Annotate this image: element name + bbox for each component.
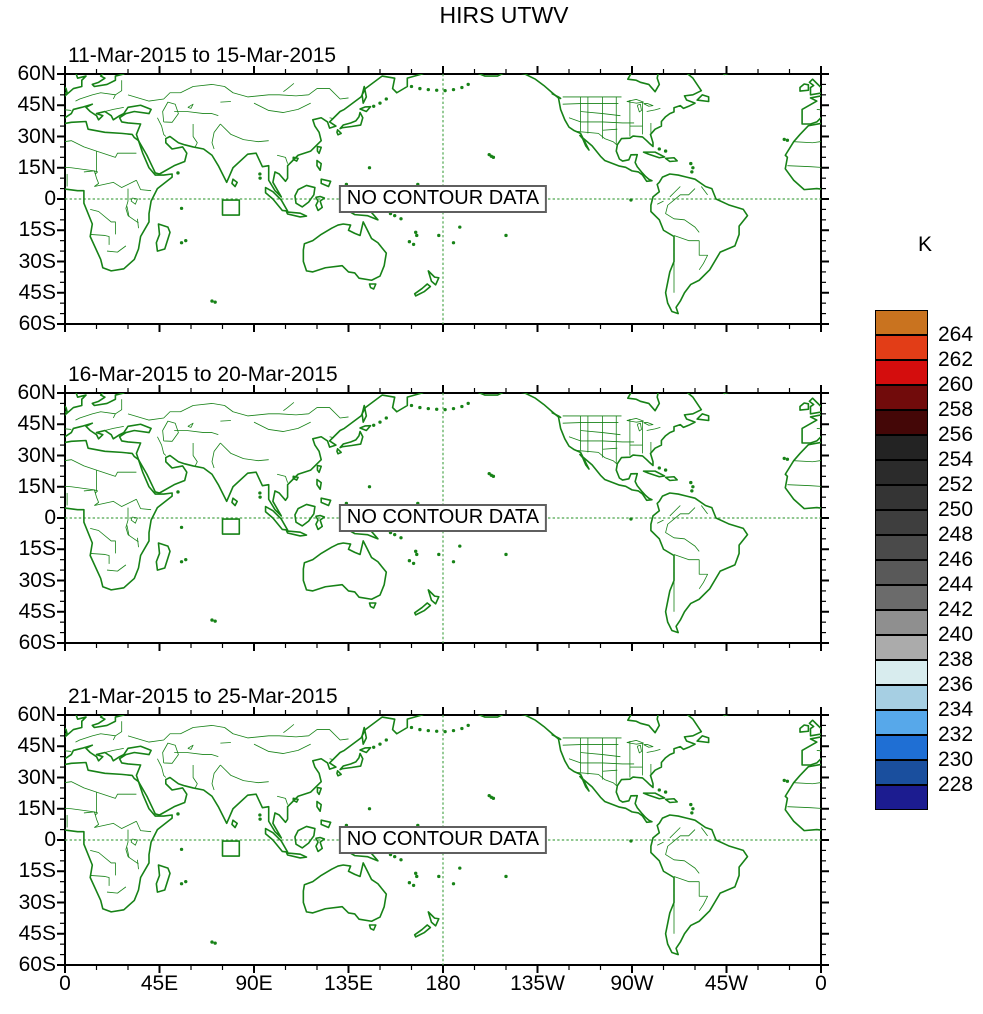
colorbar-tick-label: 260 bbox=[938, 373, 974, 396]
colorbar-cell bbox=[875, 510, 928, 535]
y-axis-label: 45N bbox=[17, 734, 56, 758]
y-axis-label: 0 bbox=[44, 187, 56, 210]
x-axis-label: 135E bbox=[323, 972, 374, 995]
y-axis-label: 15S bbox=[18, 859, 56, 883]
colorbar-cell bbox=[875, 635, 928, 660]
colorbar-cell bbox=[875, 460, 928, 485]
colorbar-tick-label: 228 bbox=[938, 773, 974, 796]
colorbar-cell bbox=[875, 360, 928, 385]
y-axis-label: 30S bbox=[18, 568, 56, 592]
y-axis-label: 30S bbox=[18, 890, 56, 914]
world-map bbox=[65, 715, 821, 965]
colorbar-tick-label: 244 bbox=[938, 573, 974, 596]
colorbar-tick-label: 230 bbox=[938, 748, 974, 771]
y-axis-label: 0 bbox=[44, 828, 56, 851]
colorbar-tick-label: 256 bbox=[938, 423, 974, 446]
y-axis-label: 60S bbox=[18, 631, 56, 654]
colorbar-cell bbox=[875, 685, 928, 710]
y-axis-label: 60N bbox=[17, 62, 56, 85]
y-axis-label: 15N bbox=[17, 474, 56, 498]
colorbar-cell bbox=[875, 385, 928, 410]
colorbar-tick-label: 240 bbox=[938, 623, 974, 646]
colorbar-tick-label: 264 bbox=[938, 323, 974, 346]
x-axis-label: 90W bbox=[610, 972, 654, 995]
x-axis-label: 135W bbox=[510, 972, 565, 995]
x-axis-label: 90E bbox=[235, 972, 273, 995]
panel-title: 16-Mar-2015 to 20-Mar-2015 bbox=[68, 363, 338, 386]
colorbar-cell bbox=[875, 735, 928, 760]
x-axis-label: 0 bbox=[59, 972, 71, 995]
y-axis-label: 30N bbox=[17, 765, 56, 789]
x-axis-label: 180 bbox=[425, 972, 461, 995]
colorbar-cell bbox=[875, 410, 928, 435]
colorbar-tick-label: 254 bbox=[938, 448, 974, 471]
y-axis-label: 15S bbox=[18, 218, 56, 242]
colorbar-tick-label: 248 bbox=[938, 523, 974, 546]
colorbar-cell bbox=[875, 585, 928, 610]
y-axis-label: 30N bbox=[17, 443, 56, 467]
colorbar-tick-label: 242 bbox=[938, 598, 974, 621]
colorbar-unit-label: K bbox=[917, 233, 932, 256]
y-axis-label: 45N bbox=[17, 412, 56, 436]
colorbar-cell bbox=[875, 310, 928, 335]
colorbar-cell bbox=[875, 335, 928, 360]
no-contour-data-box: NO CONTOUR DATA bbox=[338, 826, 548, 854]
x-axis-label: 0 bbox=[815, 972, 827, 995]
colorbar-cell bbox=[875, 560, 928, 585]
colorbar-cell bbox=[875, 610, 928, 635]
y-axis-label: 60N bbox=[17, 703, 56, 726]
colorbar-tick-label: 252 bbox=[938, 473, 974, 496]
colorbar-cell bbox=[875, 435, 928, 460]
map-panel: NO CONTOUR DATA bbox=[57, 385, 829, 651]
y-axis-label: 60N bbox=[17, 381, 56, 404]
colorbar-cell bbox=[875, 535, 928, 560]
no-contour-data-box: NO CONTOUR DATA bbox=[338, 185, 548, 213]
colorbar-cell bbox=[875, 660, 928, 685]
colorbar-tick-label: 234 bbox=[938, 698, 974, 721]
panel-title: 21-Mar-2015 to 25-Mar-2015 bbox=[68, 685, 338, 708]
y-axis-label: 45S bbox=[18, 599, 56, 623]
colorbar-cell bbox=[875, 785, 928, 810]
y-axis-label: 15N bbox=[17, 796, 56, 820]
y-axis-label: 60S bbox=[18, 953, 56, 976]
no-contour-data-box: NO CONTOUR DATA bbox=[338, 504, 548, 532]
colorbar-tick-label: 238 bbox=[938, 648, 974, 671]
x-axis-label: 45W bbox=[704, 972, 749, 995]
y-axis-label: 45S bbox=[18, 280, 56, 304]
map-panel: NO CONTOUR DATA bbox=[57, 66, 829, 332]
y-axis-label: 45S bbox=[18, 921, 56, 945]
map-panel: NO CONTOUR DATA bbox=[57, 707, 829, 973]
y-axis-label: 45N bbox=[17, 93, 56, 117]
y-axis-label: 60S bbox=[18, 312, 56, 335]
panel-title: 11-Mar-2015 to 15-Mar-2015 bbox=[68, 44, 337, 67]
colorbar-tick-label: 250 bbox=[938, 498, 974, 521]
colorbar-cell bbox=[875, 760, 928, 785]
colorbar bbox=[875, 310, 928, 810]
colorbar-tick-label: 262 bbox=[938, 348, 974, 371]
colorbar-tick-label: 246 bbox=[938, 548, 974, 571]
colorbar-tick-label: 232 bbox=[938, 723, 974, 746]
colorbar-cell bbox=[875, 485, 928, 510]
colorbar-tick-label: 258 bbox=[938, 398, 974, 421]
y-axis-label: 30N bbox=[17, 124, 56, 148]
y-axis-label: 30S bbox=[18, 249, 56, 273]
figure-title: HIRS UTWV bbox=[439, 2, 569, 28]
x-axis-label: 45E bbox=[140, 972, 179, 995]
y-axis-label: 0 bbox=[44, 506, 56, 529]
world-map bbox=[65, 74, 821, 324]
colorbar-tick-label: 236 bbox=[938, 673, 974, 696]
y-axis-label: 15S bbox=[18, 537, 56, 561]
axes-frame bbox=[57, 385, 829, 651]
colorbar-cell bbox=[875, 710, 928, 735]
y-axis-label: 15N bbox=[17, 155, 56, 179]
